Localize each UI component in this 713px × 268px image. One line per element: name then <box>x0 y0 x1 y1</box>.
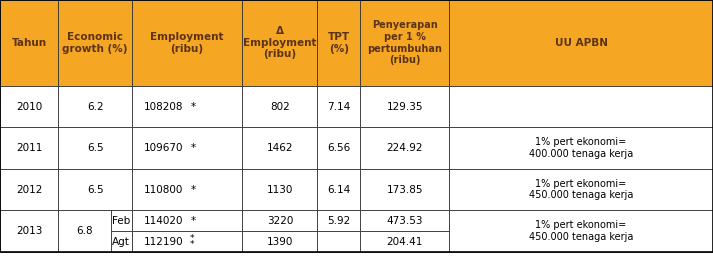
Text: 6.5: 6.5 <box>87 185 103 195</box>
Text: UU APBN: UU APBN <box>555 38 607 48</box>
Text: 7.14: 7.14 <box>327 102 350 111</box>
Text: *: * <box>191 143 196 153</box>
Bar <box>242 127 317 169</box>
Bar <box>58 127 132 169</box>
Bar <box>111 231 132 252</box>
Text: 112190: 112190 <box>144 237 184 247</box>
Bar <box>360 86 449 127</box>
Text: 224.92: 224.92 <box>386 143 423 153</box>
Bar <box>317 169 360 210</box>
Bar <box>242 169 317 210</box>
Text: 1% pert ekonomi=
450.000 tenaga kerja: 1% pert ekonomi= 450.000 tenaga kerja <box>529 220 633 242</box>
Bar <box>360 169 449 210</box>
Bar <box>111 210 132 231</box>
Bar <box>449 210 713 252</box>
Bar <box>360 0 449 86</box>
Text: 5.92: 5.92 <box>327 216 350 226</box>
Text: 473.53: 473.53 <box>386 216 423 226</box>
Bar <box>58 86 132 127</box>
Text: 2010: 2010 <box>16 102 42 111</box>
Text: 1390: 1390 <box>267 237 293 247</box>
Bar <box>360 210 449 231</box>
Text: 2013: 2013 <box>16 226 42 236</box>
Text: Tahun: Tahun <box>11 38 47 48</box>
Bar <box>449 169 713 210</box>
Bar <box>58 0 132 86</box>
Bar <box>0 86 58 127</box>
Bar <box>0 169 58 210</box>
Bar <box>132 210 242 231</box>
Bar <box>449 0 713 86</box>
Bar <box>132 169 242 210</box>
Text: *: * <box>190 234 195 243</box>
Text: 802: 802 <box>270 102 289 111</box>
Text: 3220: 3220 <box>267 216 293 226</box>
Text: 173.85: 173.85 <box>386 185 423 195</box>
Text: *: * <box>191 102 196 111</box>
Text: 1130: 1130 <box>267 185 293 195</box>
Bar <box>0 210 58 252</box>
Text: 6.2: 6.2 <box>87 102 103 111</box>
Bar <box>132 86 242 127</box>
Text: Penyerapan
per 1 %
pertumbuhan
(ribu): Penyerapan per 1 % pertumbuhan (ribu) <box>367 20 442 65</box>
Bar <box>0 0 58 86</box>
Text: Δ
Employment
(ribu): Δ Employment (ribu) <box>243 26 317 59</box>
Text: TPT
(%): TPT (%) <box>327 32 350 54</box>
Text: 2012: 2012 <box>16 185 42 195</box>
Bar <box>317 127 360 169</box>
Text: 114020: 114020 <box>144 216 184 226</box>
Bar <box>317 231 360 252</box>
Text: 6.5: 6.5 <box>87 143 103 153</box>
Bar <box>317 210 360 231</box>
Text: Employment
(ribu): Employment (ribu) <box>150 32 224 54</box>
Text: *: * <box>191 185 196 195</box>
Text: Agt: Agt <box>112 237 130 247</box>
Text: 2011: 2011 <box>16 143 42 153</box>
Text: 1% pert ekonomi=
450.000 tenaga kerja: 1% pert ekonomi= 450.000 tenaga kerja <box>529 179 633 200</box>
Bar <box>317 0 360 86</box>
Bar <box>132 127 242 169</box>
Text: 204.41: 204.41 <box>386 237 423 247</box>
Text: 6.56: 6.56 <box>327 143 350 153</box>
Bar <box>242 231 317 252</box>
Text: 6.14: 6.14 <box>327 185 350 195</box>
Text: 108208: 108208 <box>144 102 184 111</box>
Text: *: * <box>191 216 196 226</box>
Bar <box>58 169 132 210</box>
Bar <box>132 0 242 86</box>
Bar <box>242 86 317 127</box>
Text: 1% pert ekonomi=
400.000 tenaga kerja: 1% pert ekonomi= 400.000 tenaga kerja <box>529 137 633 159</box>
Bar <box>360 231 449 252</box>
Bar <box>449 86 713 127</box>
Text: Economic
growth (%): Economic growth (%) <box>63 32 128 54</box>
Bar <box>360 127 449 169</box>
Bar <box>242 0 317 86</box>
Bar <box>242 210 317 231</box>
Bar <box>132 231 242 252</box>
Text: Feb: Feb <box>112 216 130 226</box>
Text: 110800: 110800 <box>144 185 184 195</box>
Text: 109670: 109670 <box>144 143 184 153</box>
Bar <box>449 127 713 169</box>
Text: 6.8: 6.8 <box>76 226 93 236</box>
Bar <box>58 210 111 252</box>
Text: 129.35: 129.35 <box>386 102 423 111</box>
Bar <box>0 127 58 169</box>
Text: *: * <box>190 240 195 249</box>
Text: 1462: 1462 <box>267 143 293 153</box>
Bar <box>317 86 360 127</box>
